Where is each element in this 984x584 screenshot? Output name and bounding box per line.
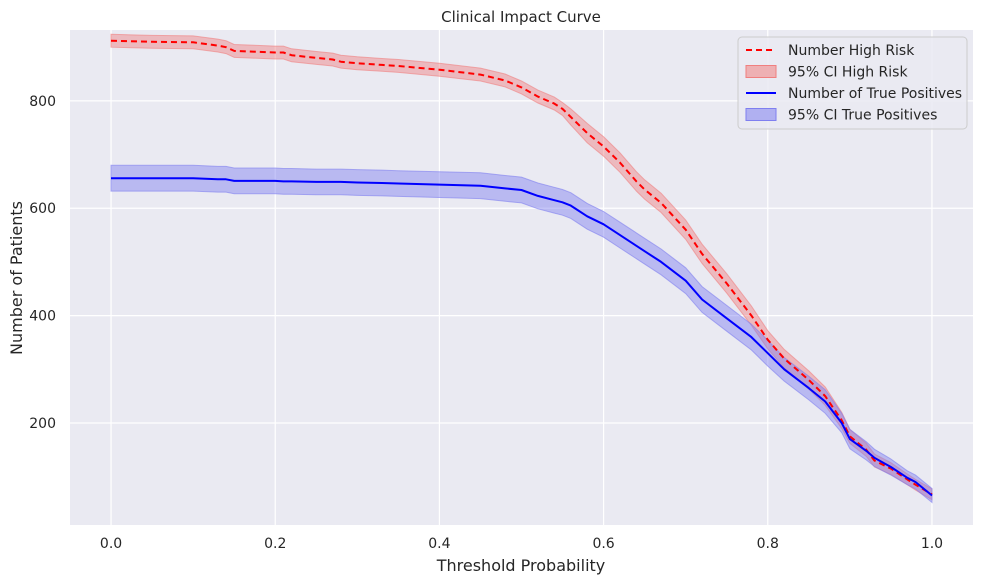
x-tick-label: 0.2 (264, 536, 286, 552)
true-positives-ci-band (110, 164, 933, 504)
ci-bands (110, 33, 933, 504)
y-tick-label: 600 (29, 201, 56, 217)
tick-labels: 0.0 0.2 0.4 0.6 0.8 1.0 200 400 600 800 (29, 94, 943, 552)
legend: Number High Risk 95% CI High Risk Number o… (737, 36, 968, 130)
legend-entry-label: 95% CI True Positives (788, 108, 937, 124)
legend-entry-label: 95% CI High Risk (788, 65, 908, 81)
legend-swatch (745, 65, 777, 78)
series-lines (110, 39, 933, 497)
y-tick-label: 400 (29, 309, 56, 325)
chart-title: Clinical Impact Curve (441, 8, 601, 26)
x-tick-label: 0.8 (757, 536, 779, 552)
y-tick-label: 200 (29, 416, 56, 432)
legend-entry-label: Number High Risk (788, 43, 915, 59)
legend-swatch (745, 108, 777, 121)
x-tick-label: 1.0 (921, 536, 943, 552)
legend-entry-label: Number of True Positives (788, 86, 962, 102)
x-tick-label: 0.0 (100, 536, 122, 552)
y-axis-label: Number of Patients (7, 201, 26, 355)
x-tick-label: 0.4 (428, 536, 450, 552)
true-positives-line (111, 177, 933, 497)
legend-box (737, 36, 968, 130)
high-risk-line (110, 39, 933, 496)
x-tick-label: 0.6 (592, 536, 614, 552)
x-axis-label: Threshold Probability (436, 556, 606, 575)
y-tick-label: 800 (29, 94, 56, 110)
